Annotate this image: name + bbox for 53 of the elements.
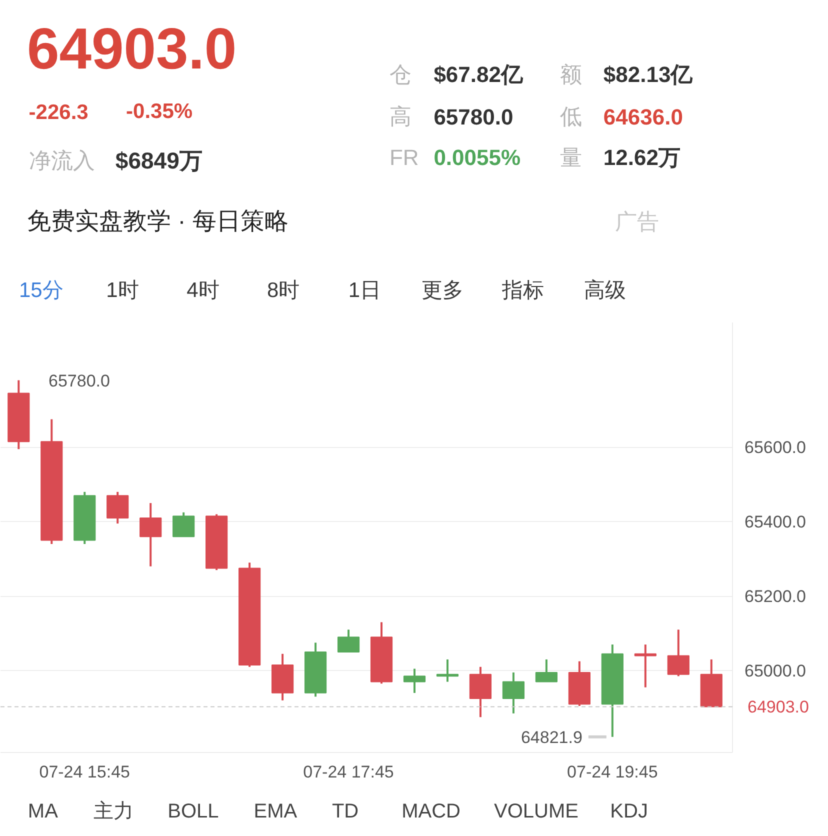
text: 量 <box>560 145 582 170</box>
text: 更多 <box>422 279 464 302</box>
text: 高级 <box>584 279 626 302</box>
candlestick <box>106 490 129 525</box>
text: 主力 <box>94 800 134 822</box>
text: FR <box>389 145 419 170</box>
text: -226.3 <box>28 101 88 124</box>
text: MACD <box>402 800 460 822</box>
text: 高 <box>389 104 412 129</box>
annotation: 65780.0 <box>48 372 110 390</box>
text: $82.13亿 <box>603 62 694 87</box>
text: 额 <box>560 62 582 87</box>
text: $67.82亿 <box>434 62 524 87</box>
text: 广告 <box>614 209 659 234</box>
text: 15分 <box>18 279 64 302</box>
ref-line-label: 64903.0 <box>748 698 809 717</box>
text: KDJ <box>610 800 648 822</box>
text: 64636.0 <box>603 104 683 130</box>
text: 8时 <box>267 279 300 302</box>
text: 指标 <box>500 279 544 302</box>
text: 12.62万 <box>603 145 680 170</box>
text: 净流入 <box>28 148 95 173</box>
text: 1日 <box>348 279 382 302</box>
candlestick <box>502 671 525 714</box>
text: -0.35% <box>126 100 193 123</box>
text: 1时 <box>106 279 139 302</box>
x-tick-label: 07-24 17:45 <box>303 762 394 782</box>
text: TD <box>332 800 359 822</box>
text: EMA <box>254 800 298 822</box>
candlestick <box>535 658 558 683</box>
text: MA <box>28 800 59 822</box>
y-tick-label: 65400.0 <box>744 512 806 532</box>
text: 4时 <box>186 279 220 302</box>
text: 仓 <box>389 62 412 87</box>
y-tick-label: 65000.0 <box>744 662 806 681</box>
text: $6849万 <box>115 148 202 174</box>
x-tick-label: 07-24 19:45 <box>567 762 658 782</box>
text: VOLUME <box>494 800 578 822</box>
candlestick <box>140 502 162 568</box>
candlestick <box>172 511 195 538</box>
x-tick-label: 07-24 15:45 <box>39 762 130 782</box>
text: 低 <box>560 104 582 129</box>
candlestick <box>337 628 360 653</box>
text: BOLL <box>168 800 219 822</box>
candlestick <box>403 668 426 694</box>
text: 0.0055% <box>434 145 521 170</box>
text: 65780.0 <box>434 104 514 130</box>
y-tick-label: 65600.0 <box>744 438 806 458</box>
candlestick <box>667 628 690 678</box>
text: 免费实盘教学 · 每日策略 <box>27 208 288 235</box>
text: 64903.0 <box>27 16 237 82</box>
annotation: 64821.9 <box>520 728 582 747</box>
y-tick-label: 65200.0 <box>744 587 806 606</box>
